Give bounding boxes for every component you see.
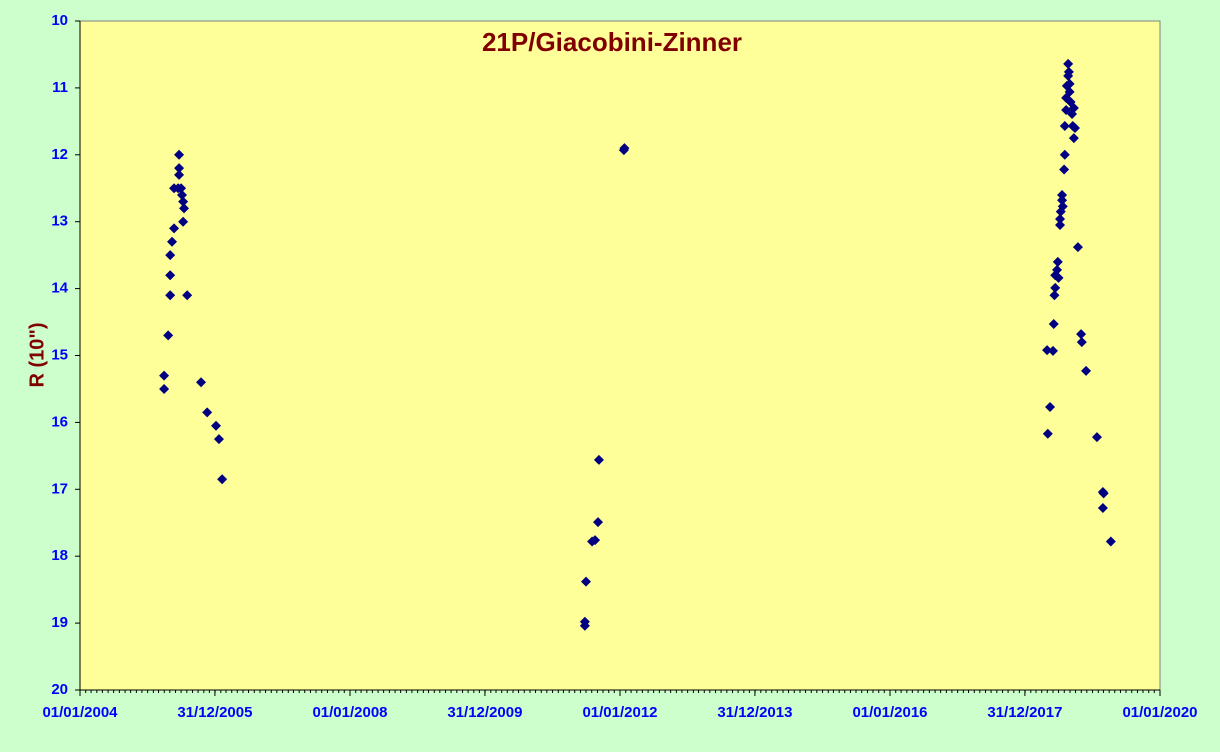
y-tick-label: 11 bbox=[52, 79, 68, 96]
data-point bbox=[1064, 86, 1075, 97]
data-point bbox=[1068, 133, 1079, 144]
data-point bbox=[165, 250, 176, 261]
data-point bbox=[1057, 189, 1068, 200]
data-point bbox=[1047, 345, 1058, 356]
x-tick-label: 31/12/2009 bbox=[447, 704, 522, 721]
data-point bbox=[196, 377, 207, 388]
data-point bbox=[1091, 432, 1102, 443]
data-point bbox=[176, 183, 187, 194]
y-tick-label: 13 bbox=[51, 213, 68, 230]
plot-area bbox=[79, 20, 1161, 691]
data-point bbox=[1081, 365, 1092, 376]
y-tick-label: 18 bbox=[51, 547, 68, 564]
data-point bbox=[1076, 329, 1087, 340]
data-point bbox=[163, 330, 174, 341]
data-point bbox=[1052, 264, 1063, 275]
data-point bbox=[179, 203, 190, 214]
data-point bbox=[213, 434, 224, 445]
data-point bbox=[174, 149, 185, 160]
data-point bbox=[202, 407, 213, 418]
data-point bbox=[1076, 337, 1087, 348]
data-point bbox=[593, 454, 604, 465]
data-point bbox=[1063, 58, 1074, 69]
data-point bbox=[1098, 488, 1109, 499]
data-point bbox=[1059, 164, 1070, 175]
data-point bbox=[167, 236, 178, 247]
data-point bbox=[174, 169, 185, 180]
y-tick-label: 15 bbox=[51, 346, 68, 363]
data-point bbox=[1057, 195, 1068, 206]
data-point bbox=[165, 290, 176, 301]
data-point bbox=[1045, 402, 1056, 413]
data-point bbox=[178, 196, 189, 207]
data-point bbox=[159, 370, 170, 381]
data-point bbox=[619, 143, 630, 154]
x-tick-label: 01/01/2012 bbox=[582, 704, 657, 721]
data-point bbox=[211, 420, 222, 431]
data-point bbox=[169, 223, 180, 234]
data-point bbox=[1049, 290, 1060, 301]
data-point bbox=[1105, 536, 1116, 547]
data-point bbox=[165, 270, 176, 281]
x-tick-label: 31/12/2013 bbox=[717, 704, 792, 721]
data-point bbox=[1055, 214, 1066, 225]
y-tick-label: 12 bbox=[51, 146, 68, 163]
data-point bbox=[1053, 272, 1064, 283]
data-point bbox=[1055, 220, 1066, 231]
data-point bbox=[1048, 319, 1059, 330]
data-point bbox=[1042, 345, 1053, 356]
data-point bbox=[159, 383, 170, 394]
y-tick-label: 19 bbox=[51, 614, 68, 631]
x-tick-label: 01/01/2004 bbox=[42, 704, 118, 721]
y-axis-label: R (10") bbox=[26, 322, 48, 387]
data-point bbox=[217, 474, 228, 485]
data-point bbox=[593, 517, 604, 528]
x-tick-label: 01/01/2008 bbox=[312, 704, 387, 721]
data-point bbox=[1068, 102, 1079, 113]
data-point bbox=[1064, 78, 1075, 89]
chart-title: 21P/Giacobini-Zinner bbox=[482, 27, 742, 57]
data-point bbox=[1069, 123, 1080, 134]
data-point bbox=[178, 216, 189, 227]
data-point bbox=[177, 189, 188, 200]
data-point bbox=[1050, 282, 1061, 293]
data-point bbox=[1052, 256, 1063, 267]
data-point bbox=[1057, 201, 1068, 212]
data-point bbox=[1059, 149, 1070, 160]
y-tick-label: 10 bbox=[51, 12, 68, 29]
data-point bbox=[1059, 121, 1070, 132]
x-tick-label: 01/01/2016 bbox=[852, 704, 927, 721]
data-point bbox=[1072, 242, 1083, 253]
x-tick-label: 01/01/2020 bbox=[1122, 704, 1197, 721]
data-point bbox=[1063, 66, 1074, 77]
x-tick-label: 31/12/2005 bbox=[177, 704, 252, 721]
y-tick-label: 17 bbox=[51, 480, 68, 497]
y-tick-label: 16 bbox=[51, 413, 68, 430]
y-tick-label: 14 bbox=[51, 280, 68, 297]
data-point bbox=[580, 576, 591, 587]
data-point bbox=[1042, 428, 1053, 439]
data-point bbox=[1097, 503, 1108, 514]
y-tick-label: 20 bbox=[51, 681, 68, 698]
data-point bbox=[182, 290, 193, 301]
data-point bbox=[579, 620, 590, 631]
data-point bbox=[174, 163, 185, 174]
data-point bbox=[590, 535, 601, 546]
x-tick-label: 31/12/2017 bbox=[987, 704, 1062, 721]
